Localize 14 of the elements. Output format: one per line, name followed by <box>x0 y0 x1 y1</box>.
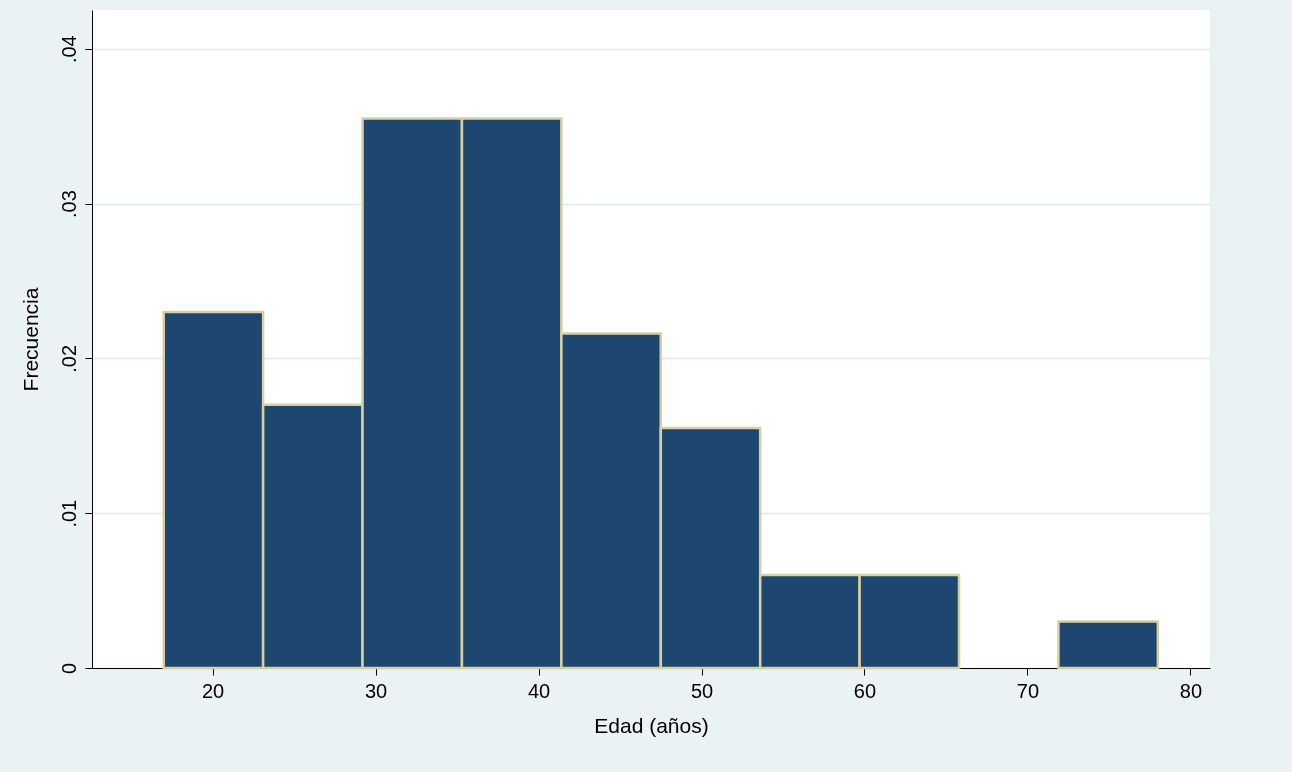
y-axis-title: Frecuencia <box>18 287 42 392</box>
y-tick-label: .01 <box>57 499 80 528</box>
x-axis-title: Edad (años) <box>594 713 709 737</box>
x-tick-label: 30 <box>364 679 388 702</box>
y-tick-label: .04 <box>57 35 80 64</box>
x-tick-label: 80 <box>1179 679 1203 702</box>
y-tick-label: 0 <box>57 662 80 675</box>
y-tick-label: .03 <box>57 190 80 218</box>
y-tick-label: .02 <box>57 344 80 373</box>
x-tick-label: 40 <box>527 679 551 702</box>
x-tick-label: 70 <box>1016 679 1040 702</box>
x-tick-label: 20 <box>201 679 225 702</box>
x-tick-label: 50 <box>690 679 714 702</box>
x-tick-label: 60 <box>853 679 877 702</box>
